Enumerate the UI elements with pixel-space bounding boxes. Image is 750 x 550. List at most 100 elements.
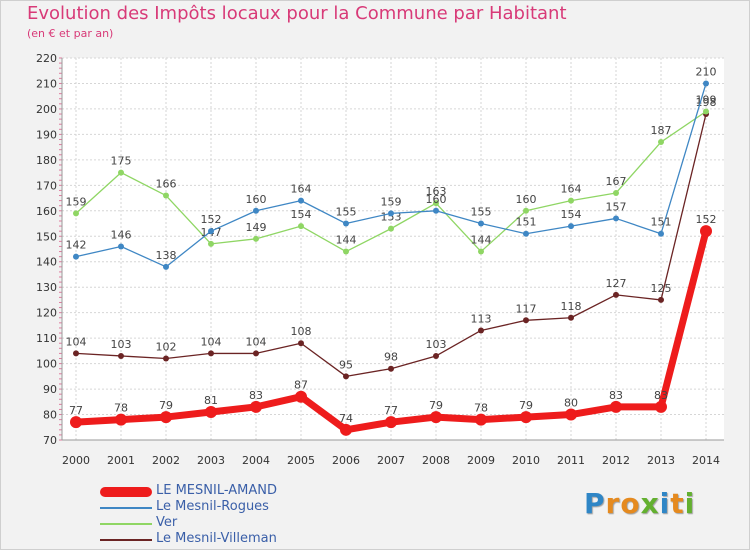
data-point-ver	[118, 169, 124, 176]
data-label-le-mesnil-rogues: 210	[696, 65, 717, 78]
y-tick-label: 130	[36, 281, 57, 294]
data-label-le-mesnil-villeman: 95	[339, 358, 353, 371]
data-point-le-mesnil-amand	[70, 416, 82, 429]
x-tick-label: 2001	[107, 454, 135, 467]
data-point-le-mesnil-villeman	[433, 352, 439, 359]
y-tick-label: 100	[36, 358, 57, 371]
data-point-le-mesnil-amand	[475, 413, 487, 426]
logo-letter: o	[620, 487, 641, 520]
y-tick-label: 110	[36, 332, 57, 345]
data-label-le-mesnil-rogues: 151	[651, 216, 672, 229]
data-label-le-mesnil-amand: 87	[294, 379, 308, 392]
data-label-le-mesnil-amand: 80	[564, 397, 578, 410]
x-tick-label: 2007	[377, 454, 405, 467]
x-tick-label: 2000	[62, 454, 90, 467]
x-tick-label: 2003	[197, 454, 225, 467]
data-label-le-mesnil-rogues: 142	[66, 239, 87, 252]
data-label-le-mesnil-rogues: 151	[516, 216, 537, 229]
y-tick-label: 160	[36, 205, 57, 218]
data-point-ver	[658, 139, 664, 146]
data-label-ver: 144	[471, 234, 492, 247]
data-point-ver	[73, 210, 79, 217]
data-point-le-mesnil-villeman	[523, 317, 529, 324]
x-tick-label: 2013	[647, 454, 675, 467]
chart-title: Evolution des Impôts locaux pour la Comm…	[27, 3, 567, 24]
data-point-ver	[253, 235, 259, 242]
legend-swatch	[100, 523, 152, 525]
data-label-le-mesnil-rogues: 160	[246, 193, 267, 206]
legend-label: LE MESNIL-AMAND	[156, 483, 277, 498]
data-label-le-mesnil-amand: 79	[519, 399, 533, 412]
data-label-le-mesnil-villeman: 104	[66, 335, 87, 348]
data-label-le-mesnil-villeman: 117	[516, 302, 537, 315]
x-tick-label: 2011	[557, 454, 585, 467]
data-label-le-mesnil-rogues: 155	[336, 206, 357, 219]
y-tick-label: 210	[36, 77, 57, 90]
data-point-le-mesnil-villeman	[613, 291, 619, 298]
data-label-ver: 154	[291, 208, 312, 221]
x-tick-label: 2005	[287, 454, 315, 467]
y-tick-label: 190	[36, 128, 57, 141]
data-label-ver: 164	[561, 183, 582, 196]
x-tick-label: 2010	[512, 454, 540, 467]
data-point-le-mesnil-amand	[430, 411, 442, 424]
data-label-le-mesnil-rogues: 159	[381, 195, 402, 208]
data-label-le-mesnil-villeman: 103	[111, 338, 132, 351]
data-point-le-mesnil-amand	[655, 400, 667, 413]
y-tick-label: 170	[36, 179, 57, 192]
data-label-le-mesnil-villeman: 125	[651, 282, 672, 295]
data-point-le-mesnil-amand	[700, 225, 712, 238]
x-tick-label: 2014	[692, 454, 720, 467]
data-label-le-mesnil-villeman: 127	[606, 277, 627, 290]
data-label-le-mesnil-villeman: 98	[384, 351, 398, 364]
data-label-le-mesnil-amand: 79	[159, 399, 173, 412]
data-point-le-mesnil-villeman	[253, 350, 259, 357]
data-point-ver	[433, 200, 439, 207]
data-point-le-mesnil-villeman	[568, 314, 574, 321]
x-tick-label: 2006	[332, 454, 360, 467]
data-label-le-mesnil-amand: 79	[429, 399, 443, 412]
data-label-ver: 163	[426, 185, 447, 198]
y-tick-label: 150	[36, 230, 57, 243]
data-point-ver	[703, 108, 709, 115]
data-point-le-mesnil-amand	[340, 423, 352, 436]
data-label-le-mesnil-villeman: 104	[246, 335, 267, 348]
data-label-le-mesnil-amand: 77	[69, 404, 83, 417]
data-label-ver: 144	[336, 234, 357, 247]
data-label-ver: 199	[696, 93, 717, 106]
data-label-le-mesnil-rogues: 152	[201, 213, 222, 226]
data-point-le-mesnil-rogues	[298, 197, 304, 204]
y-tick-label: 70	[43, 434, 57, 447]
data-label-le-mesnil-rogues: 164	[291, 183, 312, 196]
data-point-ver	[208, 240, 214, 247]
data-label-le-mesnil-rogues: 160	[426, 193, 447, 206]
logo-letter: r	[605, 487, 621, 520]
data-point-ver	[478, 248, 484, 255]
data-point-le-mesnil-amand	[160, 411, 172, 424]
data-label-le-mesnil-rogues: 154	[561, 208, 582, 221]
data-point-ver	[163, 192, 169, 199]
data-point-le-mesnil-amand	[295, 390, 307, 403]
data-point-le-mesnil-rogues	[703, 80, 709, 87]
proxiti-logo: Proxiti	[584, 487, 695, 520]
data-point-le-mesnil-amand	[385, 416, 397, 429]
data-point-le-mesnil-rogues	[478, 220, 484, 227]
data-point-le-mesnil-rogues	[208, 228, 214, 235]
data-point-le-mesnil-villeman	[208, 350, 214, 357]
y-tick-label: 140	[36, 256, 57, 269]
legend-swatch	[100, 507, 152, 509]
data-point-le-mesnil-villeman	[118, 352, 124, 359]
data-point-le-mesnil-rogues	[433, 207, 439, 214]
data-point-le-mesnil-amand	[205, 405, 217, 418]
data-label-ver: 149	[246, 221, 267, 234]
data-point-ver	[523, 207, 529, 214]
x-tick-label: 2009	[467, 454, 495, 467]
data-point-le-mesnil-rogues	[343, 220, 349, 227]
logo-letter: i	[684, 487, 696, 520]
plot-area	[62, 58, 724, 440]
data-label-ver: 166	[156, 178, 177, 191]
x-tick-label: 2008	[422, 454, 450, 467]
data-point-le-mesnil-rogues	[568, 223, 574, 230]
data-label-le-mesnil-villeman: 102	[156, 341, 177, 354]
legend-swatch	[100, 487, 152, 497]
